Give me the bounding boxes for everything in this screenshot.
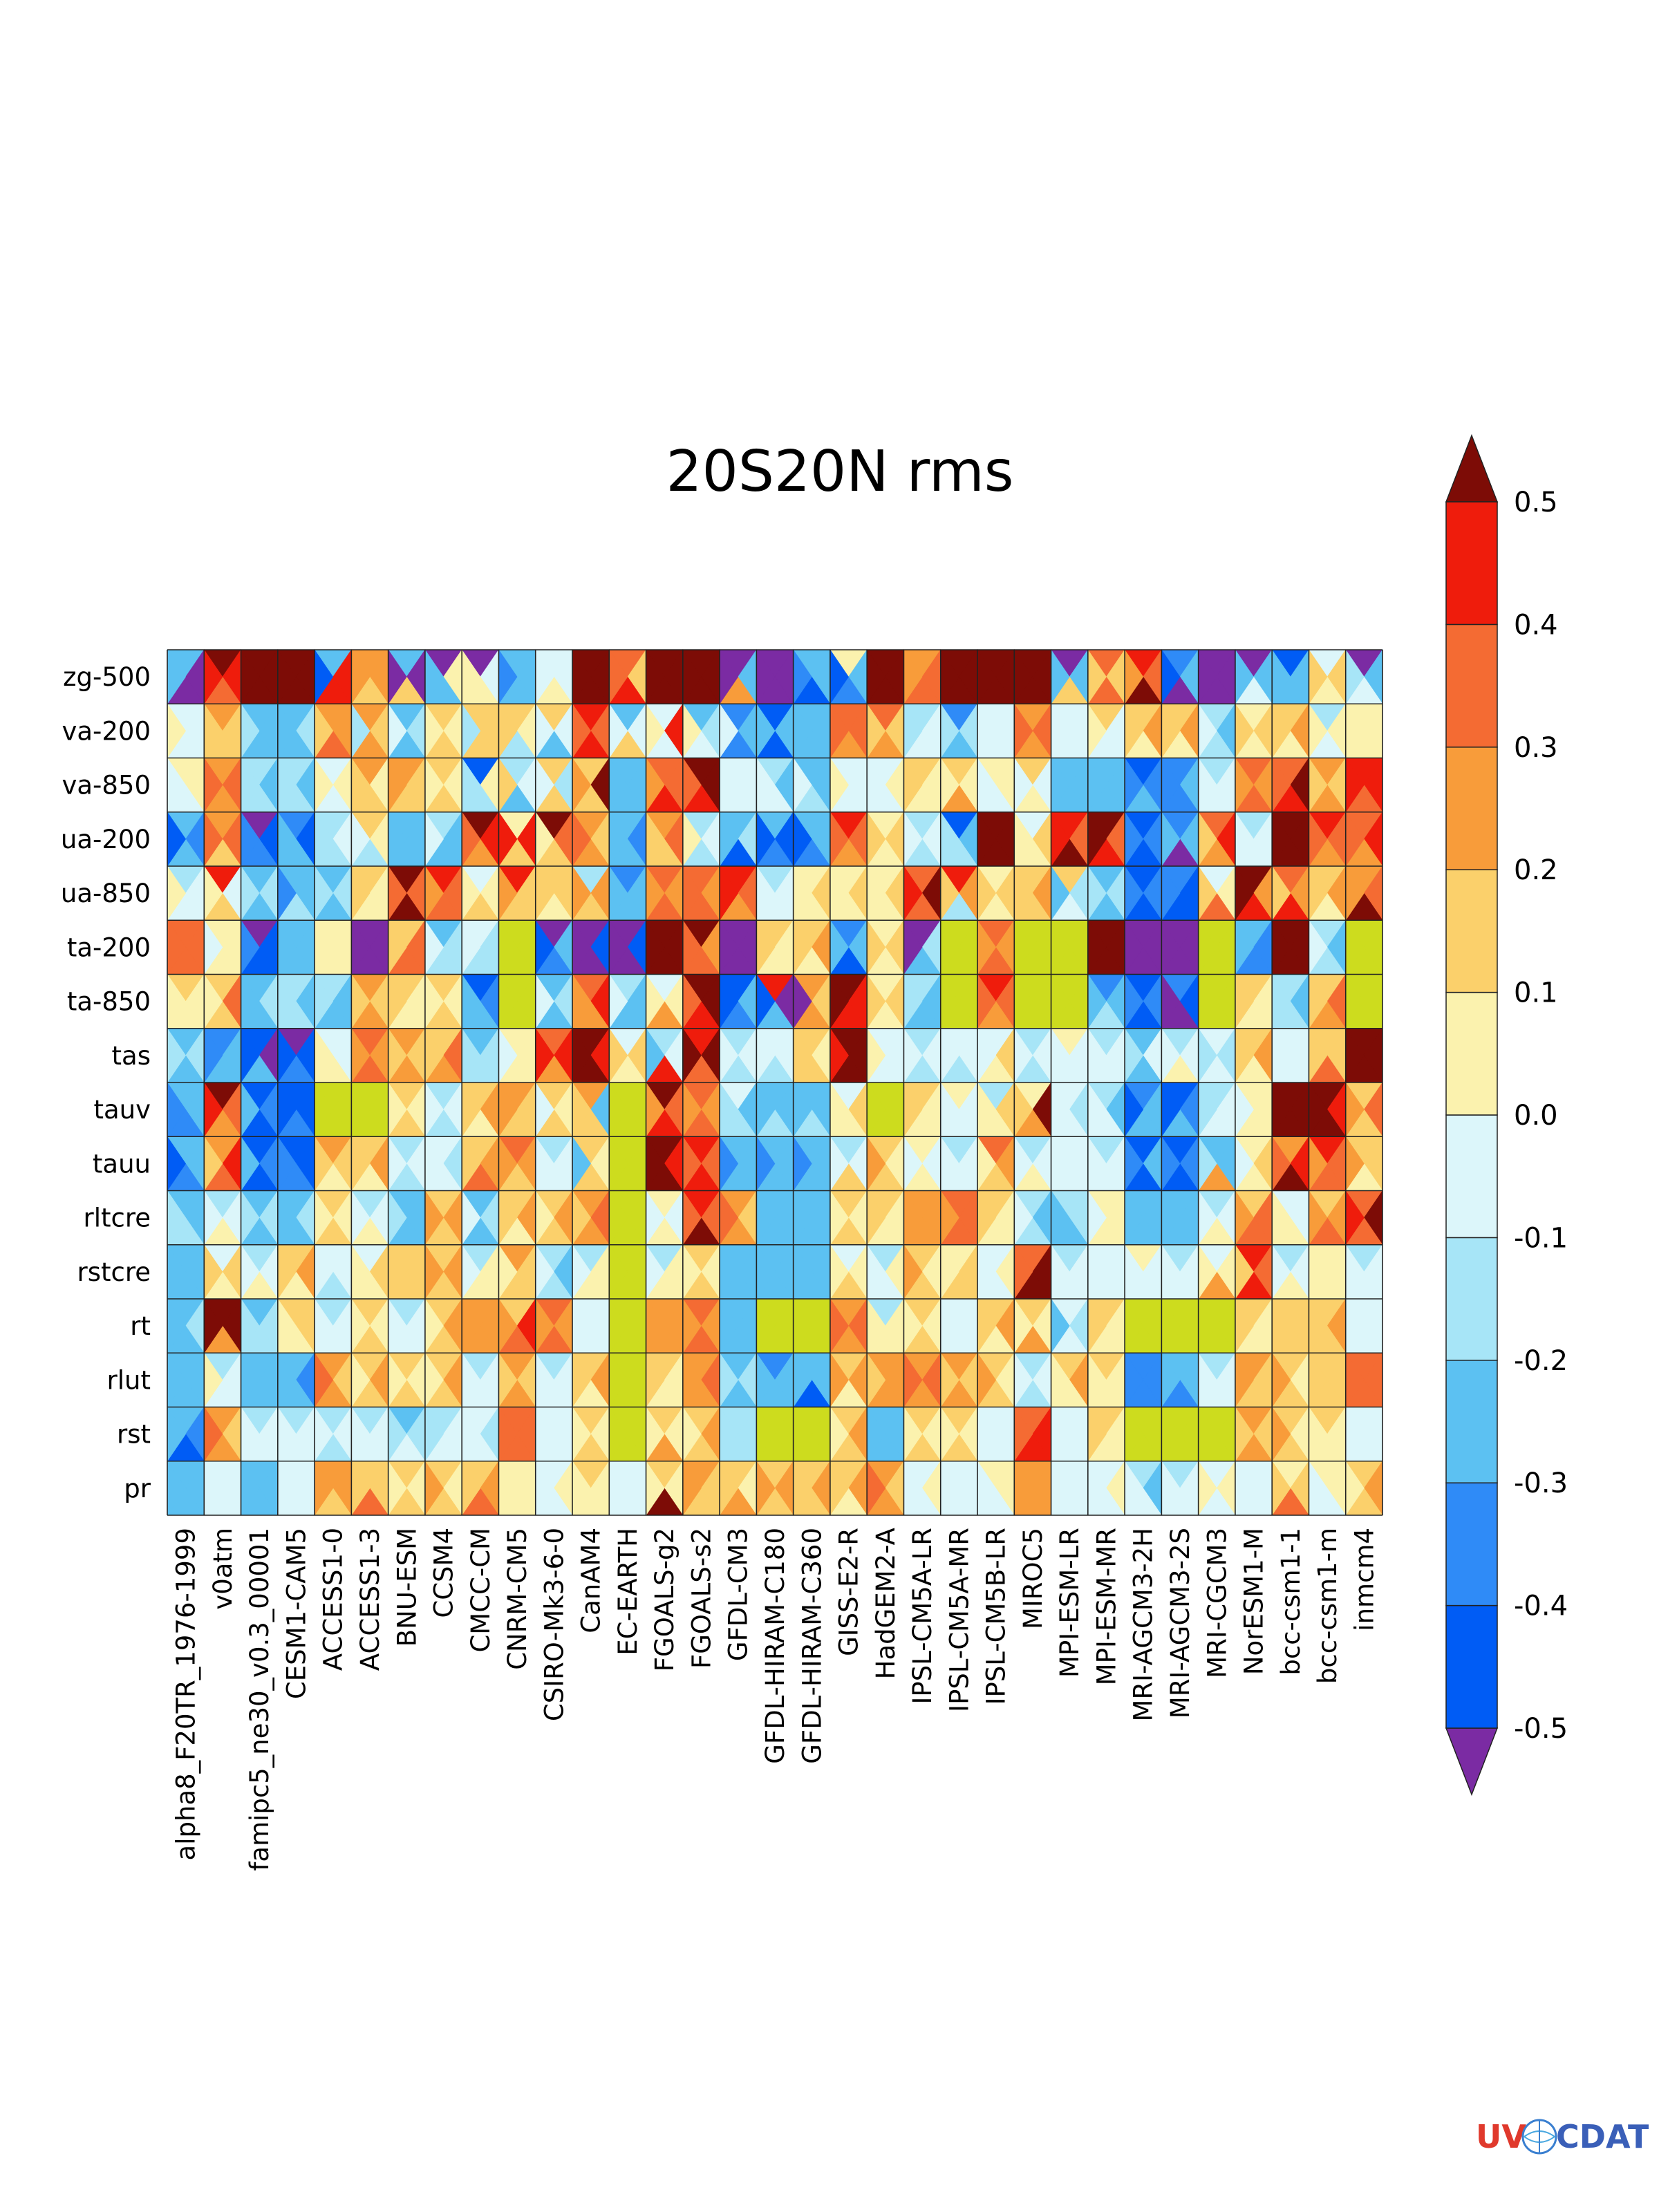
column-label: FGOALS-s2 — [686, 1528, 716, 1669]
row-label: ta-200 — [67, 932, 151, 962]
colorbar-bin — [1445, 991, 1498, 1116]
colorbar-bin — [1445, 1360, 1498, 1483]
colorbar-tick-label: 0.0 — [1514, 1100, 1558, 1132]
column-label: MRI-CGCM3 — [1202, 1528, 1232, 1678]
row-label: tauv — [93, 1095, 151, 1125]
colorbar-tick-label: 0.2 — [1514, 854, 1558, 886]
colorbar-bin — [1445, 1114, 1498, 1239]
column-label: MIROC5 — [1018, 1528, 1048, 1629]
row-label: rt — [130, 1311, 151, 1341]
column-label: MPI-ESM-LR — [1055, 1528, 1085, 1678]
row-label: rltcre — [83, 1203, 151, 1233]
row-label: rst — [117, 1420, 151, 1450]
column-label: CanAM4 — [577, 1528, 606, 1633]
colorbar-tick-label: 0.1 — [1514, 977, 1558, 1009]
row-label: rstcre — [77, 1257, 151, 1287]
colorbar-bin — [1445, 624, 1498, 748]
column-label: bcc-csm1-1 — [1276, 1528, 1306, 1676]
column-label: MPI-ESM-MR — [1091, 1528, 1121, 1685]
colorbar-tick-label: -0.1 — [1514, 1222, 1568, 1254]
colorbar: -0.5 -0.4 -0.3 -0.2 -0.1 0.0 0.1 0.2 0.3 0.4 0.5 — [1445, 433, 1568, 1797]
column-label: GFDL-HIRAM-C180 — [760, 1528, 790, 1764]
column-label: ACCESS1-3 — [355, 1528, 385, 1671]
logo-text-uv: UV — [1476, 2118, 1526, 2155]
row-label: va-200 — [62, 716, 151, 746]
colorbar-bin — [1445, 747, 1498, 870]
column-label: bcc-csm1-m — [1313, 1528, 1342, 1684]
row-label: ua-850 — [61, 879, 151, 908]
colorbar-tick-label: -0.2 — [1514, 1345, 1568, 1377]
row-label: ua-200 — [61, 825, 151, 854]
uvcdat-logo-mark: UV CDAT — [1476, 2118, 1650, 2155]
uvcdat-logo: UV CDAT — [1476, 2112, 1650, 2160]
column-labels: alpha8_F20TR_1976-1999 v0atm famipc5_ne30_… — [171, 1528, 1380, 1871]
colorbar-tick-label: -0.3 — [1514, 1468, 1568, 1499]
colorbar-tick-label: 0.4 — [1514, 609, 1558, 641]
column-label: inmcm4 — [1349, 1528, 1379, 1631]
column-label: EC-EARTH — [613, 1528, 643, 1656]
row-labels: zg-500 va-200 va-850 ua-200 ua-850 ta-200 ta-8… — [61, 662, 151, 1503]
column-label: GFDL-CM3 — [724, 1528, 753, 1661]
column-label: NorESM1-M — [1239, 1528, 1269, 1675]
chart-title: 20S20N rms — [666, 439, 1013, 505]
colorbar-extend-max — [1445, 433, 1499, 503]
column-label: ACCESS1-0 — [319, 1528, 348, 1671]
row-label: va-850 — [62, 771, 151, 800]
column-label: GISS-E2-R — [834, 1528, 864, 1656]
heatmap-grid — [167, 649, 1383, 1516]
column-label: IPSL-CM5A-MR — [944, 1528, 974, 1712]
colorbar-bin — [1445, 1237, 1498, 1361]
row-label: ta-850 — [67, 987, 151, 1017]
colorbar-tick-label: -0.4 — [1514, 1591, 1568, 1622]
colorbar-bin — [1445, 501, 1498, 626]
column-label: BNU-ESM — [392, 1528, 422, 1647]
row-label: rlut — [107, 1365, 151, 1395]
column-label: IPSL-CM5A-LR — [908, 1528, 937, 1705]
column-label: MRI-AGCM3-2S — [1165, 1528, 1195, 1718]
colorbar-bin — [1445, 869, 1498, 993]
column-label: FGOALS-g2 — [650, 1528, 679, 1671]
colorbar-tick-label: 0.5 — [1514, 487, 1558, 518]
heatmap-cells — [167, 649, 1383, 1516]
column-label: alpha8_F20TR_1976-1999 — [171, 1528, 201, 1860]
row-label: tas — [112, 1041, 151, 1071]
row-label: pr — [124, 1474, 151, 1503]
globe-orbit-shape — [1523, 2130, 1556, 2143]
column-label: IPSL-CM5B-LR — [982, 1528, 1011, 1705]
column-label: CCSM4 — [429, 1528, 459, 1618]
column-label: CNRM-CM5 — [503, 1528, 532, 1670]
colorbar-tick-label: -0.5 — [1514, 1713, 1568, 1745]
colorbar-tick-label: 0.3 — [1514, 732, 1558, 764]
logo-text-cdat: CDAT — [1556, 2118, 1649, 2155]
column-label: CESM1-CAM5 — [281, 1528, 311, 1699]
column-label: CSIRO-Mk3-6-0 — [539, 1528, 569, 1721]
colorbar-extend-min — [1445, 1727, 1499, 1797]
column-label: GFDL-HIRAM-C360 — [797, 1528, 827, 1764]
colorbar-bin — [1445, 1604, 1498, 1729]
colorbar-bin — [1445, 1482, 1498, 1606]
column-label: MRI-AGCM3-2H — [1129, 1528, 1159, 1721]
column-label: v0atm — [208, 1528, 238, 1610]
row-label: zg-500 — [63, 662, 151, 692]
column-label: CMCC-CM — [466, 1528, 496, 1653]
column-label: HadGEM2-A — [871, 1528, 901, 1679]
column-label: famipc5_ne30_v0.3_00001 — [245, 1528, 274, 1871]
row-label: tauu — [93, 1149, 151, 1179]
